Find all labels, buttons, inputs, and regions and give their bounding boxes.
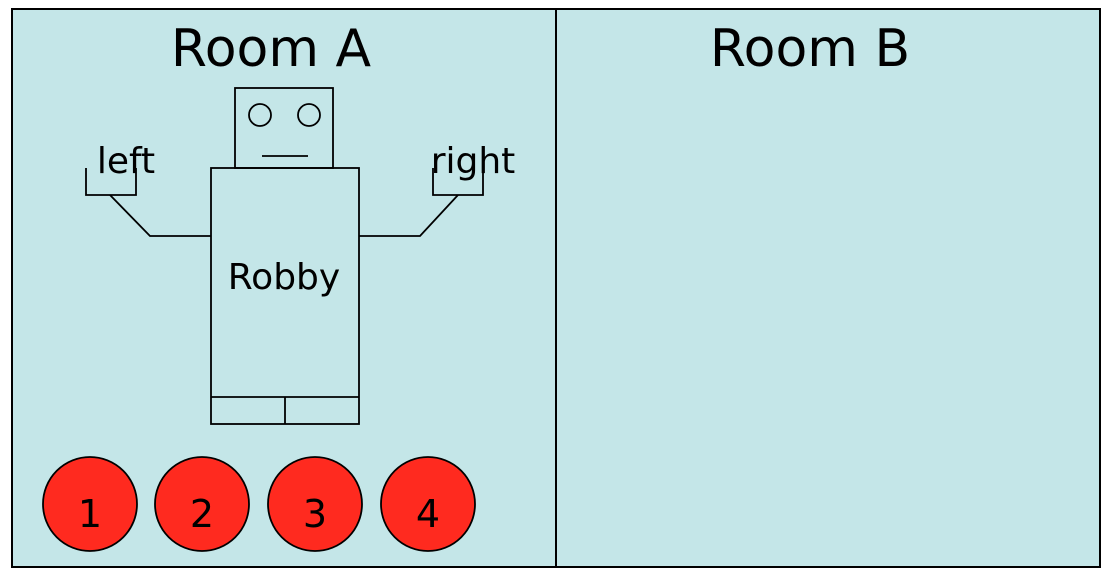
- left-gripper-label: left: [97, 141, 155, 182]
- ball-2-label: 2: [190, 492, 214, 536]
- ball-1: [42, 456, 138, 552]
- robot: [85, 87, 484, 425]
- balls: 1 2 3 4: [42, 456, 476, 552]
- room-b-box: [555, 8, 1101, 568]
- robot-left-arm: [109, 194, 211, 237]
- robot-name-label: Robby: [228, 257, 340, 298]
- ball-3: [267, 456, 363, 552]
- right-gripper-label: right: [431, 141, 516, 182]
- ball-3-label: 3: [303, 492, 327, 536]
- room-b-label: Room B: [710, 19, 910, 79]
- robot-right-arm: [359, 194, 459, 237]
- robot-left-eye: [248, 103, 272, 127]
- robot-right-gripper: [432, 168, 484, 196]
- room-a-label: Room A: [171, 19, 372, 79]
- ball-4-label: 4: [416, 492, 440, 536]
- ball-4: [380, 456, 476, 552]
- ball-1-label: 1: [78, 492, 102, 536]
- robot-right-eye: [297, 103, 321, 127]
- ball-2: [154, 456, 250, 552]
- robot-left-gripper: [85, 168, 137, 196]
